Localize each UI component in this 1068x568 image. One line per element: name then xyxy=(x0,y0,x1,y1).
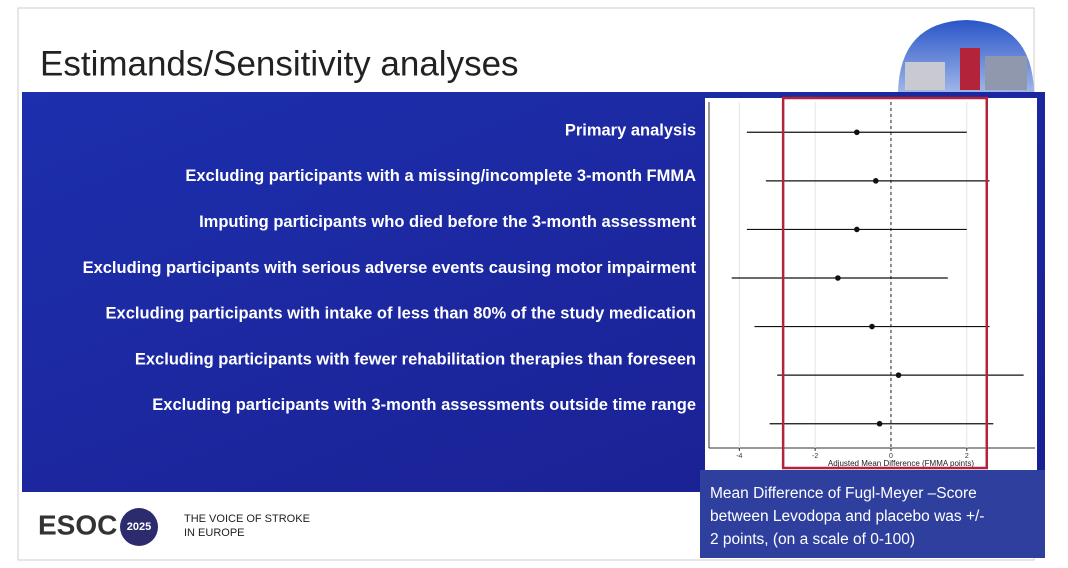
plot-area xyxy=(705,98,1037,470)
x-tick-label: -2 xyxy=(812,453,818,460)
note-line: 2 points, (on a scale of 0-100) xyxy=(710,531,915,548)
note-line: Mean Difference of Fugl-Meyer –Score xyxy=(710,485,977,502)
note-line: between Levodopa and placebo was +/- xyxy=(710,508,984,525)
x-axis-label: Adjusted Mean Difference (FMMA points) xyxy=(828,459,974,468)
point-estimate xyxy=(895,372,902,378)
logo-name: ESOC xyxy=(38,509,117,540)
point-estimate xyxy=(835,275,841,281)
logo-badge xyxy=(120,508,158,546)
point-estimate xyxy=(854,129,860,136)
slide-title: Estimands/Sensitivity analyses xyxy=(40,44,519,83)
point-estimate xyxy=(872,178,879,184)
point-estimate xyxy=(854,226,860,233)
logo-tagline: THE VOICE OF STROKE xyxy=(184,513,310,525)
header-image xyxy=(898,20,1034,92)
row-label: Excluding participants with intake of le… xyxy=(106,305,696,323)
row-label: Excluding participants with serious adve… xyxy=(83,259,697,277)
row-label: Excluding participants with a missing/in… xyxy=(185,167,696,185)
row-label: Excluding participants with fewer rehabi… xyxy=(135,350,696,368)
x-tick-label: -4 xyxy=(736,453,742,460)
row-label: Excluding participants with 3-month asse… xyxy=(152,396,696,414)
row-label: Imputing participants who died before th… xyxy=(199,213,696,231)
row-label: Primary analysis xyxy=(565,121,696,139)
logo-tagline: IN EUROPE xyxy=(184,527,245,539)
logo: ESOC 2025 THE VOICE OF STROKE IN EUROPE xyxy=(38,508,310,546)
x-tick-label: 2 xyxy=(965,453,969,460)
note-box xyxy=(700,470,1045,558)
point-estimate xyxy=(869,323,875,330)
logo-year: 2025 xyxy=(127,521,151,533)
point-estimate xyxy=(876,420,883,427)
highlight-box xyxy=(781,96,989,470)
x-tick-label: 0 xyxy=(889,453,893,460)
